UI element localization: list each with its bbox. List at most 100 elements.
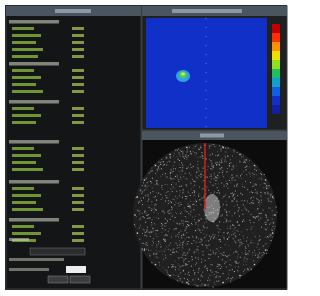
- sonar-speckle: [238, 254, 239, 255]
- sonar-speckle: [229, 234, 230, 235]
- sonar-speckle: [230, 264, 231, 265]
- sonar-speckle: [166, 192, 167, 193]
- sonar-speckle: [178, 252, 179, 253]
- sonar-speckle: [266, 229, 267, 230]
- sonar-speckle: [230, 270, 231, 271]
- sonar-speckle: [247, 259, 248, 260]
- sonar-speckle: [210, 182, 211, 183]
- sonar-speckle: [207, 285, 208, 286]
- sonar-speckle: [161, 168, 162, 169]
- sonar-speckle: [158, 162, 159, 163]
- sonar-speckle: [211, 270, 212, 271]
- sonar-speckle: [231, 278, 232, 279]
- sonar-speckle: [185, 229, 186, 230]
- sonar-speckle: [265, 222, 266, 223]
- sonar-speckle: [200, 148, 201, 149]
- sonar-speckle: [182, 171, 183, 172]
- row-label: [12, 76, 41, 79]
- sonar-speckle: [183, 225, 184, 226]
- sonar-speckle: [178, 159, 179, 160]
- sonar-speckle: [188, 155, 189, 156]
- sonar-speckle: [236, 175, 237, 176]
- sonar-speckle: [225, 194, 226, 195]
- sonar-speckle: [222, 214, 223, 215]
- sonar-speckle: [194, 284, 195, 285]
- sonar-speckle: [217, 175, 218, 176]
- sonar-speckle: [234, 151, 235, 152]
- sonar-speckle: [216, 225, 217, 226]
- button[interactable]: [48, 276, 68, 283]
- sonar-speckle: [190, 206, 191, 207]
- sonar-speckle: [232, 196, 233, 197]
- sonar-speckle: [244, 221, 245, 222]
- sonar-speckle: [156, 183, 157, 184]
- sonar-speckle: [181, 220, 182, 221]
- dropdown[interactable]: [30, 248, 85, 255]
- sonar-speckle: [214, 174, 215, 175]
- colorbar-segment: [272, 69, 280, 78]
- sonar-speckle: [235, 252, 236, 253]
- row-label: [12, 147, 34, 150]
- button[interactable]: [70, 276, 90, 283]
- sonar-speckle: [170, 243, 171, 244]
- sonar-speckle: [164, 164, 165, 165]
- sonar-speckle: [170, 201, 171, 202]
- input-box[interactable]: [66, 266, 86, 273]
- sonar-speckle: [176, 275, 177, 276]
- sonar-speckle: [143, 229, 144, 230]
- sonar-speckle: [156, 217, 157, 218]
- sonar-speckle: [140, 210, 141, 211]
- sonar-speckle: [218, 281, 219, 282]
- sonar-speckle: [144, 190, 145, 191]
- sonar-speckle: [193, 279, 194, 280]
- sonar-speckle: [215, 176, 216, 177]
- sonar-speckle: [219, 239, 220, 240]
- sonar-speckle: [225, 244, 226, 245]
- sonar-speckle: [250, 182, 251, 183]
- sonar-speckle: [186, 226, 187, 227]
- sonar-speckle: [176, 251, 177, 252]
- sonar-speckle: [162, 228, 163, 229]
- sonar-speckle: [245, 167, 246, 168]
- sonar-speckle: [165, 229, 166, 230]
- sonar-speckle: [208, 254, 209, 255]
- heatmap-header-text: [172, 9, 242, 13]
- sonar-speckle: [246, 248, 247, 249]
- sonar-speckle: [242, 221, 243, 222]
- sonar-speckle: [192, 259, 193, 260]
- row-value: [72, 41, 84, 44]
- sonar-speckle: [219, 172, 220, 173]
- sonar-speckle: [246, 174, 247, 175]
- sonar-speckle: [188, 193, 189, 194]
- sonar-speckle: [175, 267, 176, 268]
- sonar-speckle: [168, 249, 169, 250]
- sonar-speckle: [237, 184, 238, 185]
- sonar-speckle: [174, 199, 175, 200]
- sonar-speckle: [177, 245, 178, 246]
- sonar-speckle: [261, 252, 262, 253]
- sonar-speckle: [195, 257, 196, 258]
- sonar-speckle: [236, 261, 237, 262]
- sonar-speckle: [155, 196, 156, 197]
- sonar-speckle: [160, 244, 161, 245]
- sonar-speckle: [254, 185, 255, 186]
- sonar-speckle: [169, 228, 170, 229]
- colorbar-segment: [272, 24, 280, 33]
- sonar-speckle: [239, 225, 240, 226]
- sonar-speckle: [185, 156, 186, 157]
- sonar-speckle: [253, 203, 254, 204]
- sonar-speckle: [228, 274, 229, 275]
- sonar-speckle: [182, 282, 183, 283]
- sonar-speckle: [156, 204, 157, 205]
- sonar-speckle: [175, 217, 176, 218]
- row-label: [12, 34, 41, 37]
- sonar-speckle: [247, 201, 248, 202]
- sonar-speckle: [218, 276, 219, 277]
- sonar-speckle: [158, 218, 159, 219]
- sonar-speckle: [266, 253, 267, 254]
- sonar-speckle: [181, 235, 182, 236]
- sonar-speckle: [177, 156, 178, 157]
- sonar-speckle: [160, 164, 161, 165]
- sonar-speckle: [179, 245, 180, 246]
- sonar-speckle: [271, 240, 272, 241]
